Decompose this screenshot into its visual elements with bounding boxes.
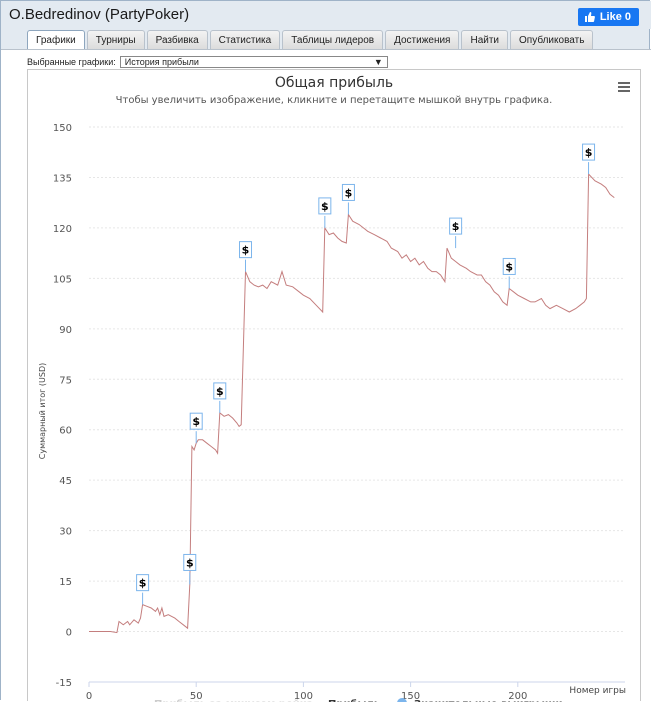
big-win-flag[interactable]: $ xyxy=(183,553,197,585)
tab-achievements[interactable]: Достижения xyxy=(385,30,460,49)
x-tick-label: 150 xyxy=(401,691,420,702)
chart-title: Общая прибыль xyxy=(275,75,393,91)
dollar-icon: $ xyxy=(505,260,513,273)
big-win-flag[interactable]: $ xyxy=(449,217,463,249)
flag-box xyxy=(183,553,197,571)
flag-box xyxy=(136,574,150,592)
big-win-flag[interactable]: $ xyxy=(341,183,355,215)
dollar-icon: $ xyxy=(186,556,194,569)
chart-selector-label: Выбранные графики: xyxy=(27,57,116,67)
profit-chart[interactable]: Общая прибыль Чтобы увеличить изображени… xyxy=(28,70,640,702)
flag-box xyxy=(582,143,596,161)
y-tick-label: 150 xyxy=(53,123,72,134)
flag-box xyxy=(318,197,332,215)
y-tick-label: 90 xyxy=(59,325,72,336)
dollar-icon: $ xyxy=(345,186,353,199)
y-tick-label: -15 xyxy=(56,678,72,689)
y-tick-label: 15 xyxy=(59,577,72,588)
x-axis-label: Номер игры xyxy=(569,686,626,696)
flag-box xyxy=(449,217,463,235)
y-tick-label: 105 xyxy=(53,274,72,285)
facebook-like-label: Like 0 xyxy=(599,11,631,23)
tab-statistics[interactable]: Статистика xyxy=(209,30,281,49)
chart-selector-row: Выбранные графики: История прибыли ▼ xyxy=(27,56,388,68)
big-win-flag[interactable]: $ xyxy=(136,574,150,605)
tab-charts[interactable]: Графики xyxy=(27,30,85,50)
chart-selector-dropdown[interactable]: История прибыли ▼ xyxy=(119,56,388,68)
big-win-flag[interactable]: $ xyxy=(213,382,227,413)
flag-box xyxy=(189,412,203,430)
legend-item[interactable]: Значительные выигрыши xyxy=(397,698,563,702)
tab-breakdown[interactable]: Разбивка xyxy=(146,30,208,49)
big-win-flag[interactable]: $ xyxy=(582,143,596,175)
tab-content: Выбранные графики: История прибыли ▼ Общ… xyxy=(1,50,651,702)
legend-label: Прибыль xyxy=(328,698,380,702)
big-win-flag[interactable]: $ xyxy=(502,257,516,289)
flag-box xyxy=(213,382,227,400)
big-win-flag[interactable]: $ xyxy=(239,241,253,272)
x-tick-label: 0 xyxy=(86,691,92,702)
dollar-icon: $ xyxy=(139,577,147,590)
big-win-flags: $ $ $ $ $ $ $ $ $ $ xyxy=(136,143,596,605)
chart-legend: Прибыль за минусом рейка Прибыль Значитель… xyxy=(136,698,563,702)
grid-lines xyxy=(89,126,625,683)
chart-container[interactable]: Общая прибыль Чтобы увеличить изображени… xyxy=(27,69,641,702)
tab-bar: Графики Турниры Разбивка Статистика Табл… xyxy=(27,30,594,50)
dollar-icon: $ xyxy=(585,146,593,159)
y-tick-label: 60 xyxy=(59,426,72,437)
facebook-like-button[interactable]: Like 0 xyxy=(577,8,639,26)
x-tick-label: 100 xyxy=(294,691,313,702)
flag-box xyxy=(502,257,516,275)
big-win-flag[interactable]: $ xyxy=(189,412,203,444)
y-tick-label: 120 xyxy=(53,224,72,235)
chart-menu-icon[interactable] xyxy=(618,82,630,92)
chevron-down-icon: ▼ xyxy=(373,57,383,67)
dollar-icon: $ xyxy=(452,220,460,233)
window-title: O.Bedredinov (PartyPoker) xyxy=(9,6,190,23)
x-axis-ticks: 0 50 100 150 200 xyxy=(86,681,625,702)
legend-item[interactable]: Прибыль за минусом рейка xyxy=(136,698,313,702)
y-tick-label: 0 xyxy=(66,628,72,639)
dollar-icon: $ xyxy=(216,385,224,398)
big-win-flag[interactable]: $ xyxy=(318,197,332,228)
y-axis-label: Суммарный итог (USD) xyxy=(38,363,47,460)
dollar-icon: $ xyxy=(242,244,250,257)
y-tick-label: 30 xyxy=(59,527,72,538)
legend-label: Прибыль за минусом рейка xyxy=(154,698,313,702)
flag-box xyxy=(341,183,355,201)
series-line-profit xyxy=(89,172,615,634)
thumbs-up-icon xyxy=(584,12,595,22)
y-tick-label: 75 xyxy=(59,375,72,386)
tab-publish[interactable]: Опубликовать xyxy=(510,30,594,49)
x-tick-label: 200 xyxy=(508,691,527,702)
chart-selector-value: История прибыли xyxy=(124,57,199,67)
tab-tournaments[interactable]: Турниры xyxy=(86,30,145,49)
legend-item[interactable]: Прибыль xyxy=(310,698,380,702)
series-lines xyxy=(89,172,615,634)
title-bar: O.Bedredinov (PartyPoker) Like 0 xyxy=(1,1,651,29)
dollar-icon: $ xyxy=(321,200,329,213)
y-tick-label: 135 xyxy=(53,173,72,184)
dollar-icon: $ xyxy=(192,415,200,428)
flag-box xyxy=(239,241,253,259)
y-tick-label: 45 xyxy=(59,476,72,487)
tab-leaderboards[interactable]: Таблицы лидеров xyxy=(282,30,384,49)
x-tick-label: 50 xyxy=(190,691,203,702)
tab-find[interactable]: Найти xyxy=(461,30,509,49)
tab-bar-divider xyxy=(1,49,651,50)
chart-subtitle: Чтобы увеличить изображение, кликните и … xyxy=(116,95,553,106)
